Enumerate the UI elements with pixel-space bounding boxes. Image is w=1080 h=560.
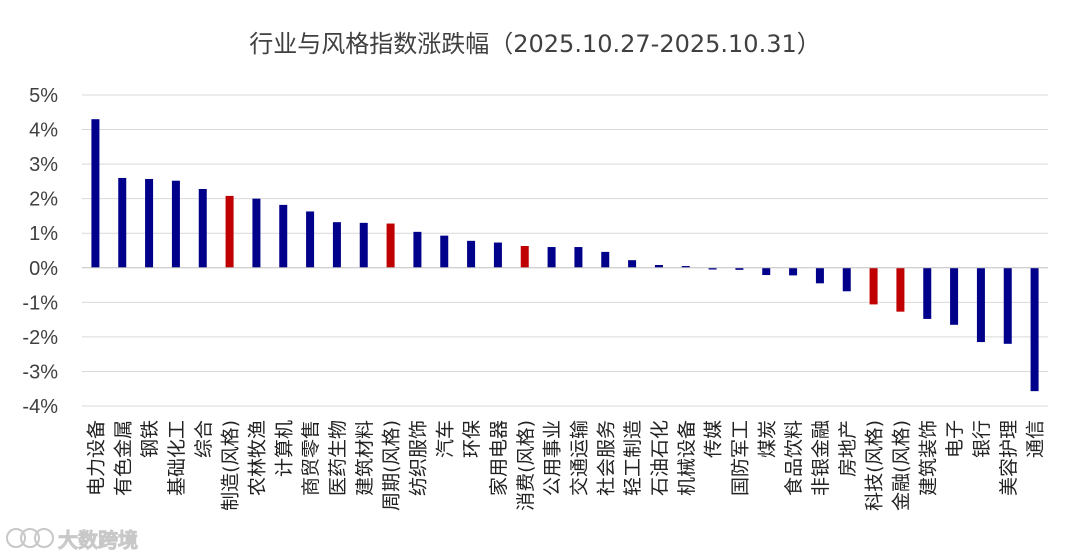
x-category-label: 轻工制造 <box>622 420 644 496</box>
x-category-label: 食品饮料 <box>783 420 805 496</box>
y-axis-tick-labels: 5% 4% 3% 2% 1% 0% -1% -2% -3% -4% <box>22 85 58 418</box>
bar-机械设备 <box>681 266 690 268</box>
bar-科技(风格) <box>869 267 878 305</box>
x-category-label: 有色金属 <box>112 420 134 496</box>
x-category-label: 汽车 <box>434 420 456 458</box>
bar-周期(风格) <box>386 223 395 268</box>
x-category-label: 金融(风格) <box>890 420 912 511</box>
watermark-text: 大数跨境 <box>58 528 138 552</box>
x-category-label: 传媒 <box>703 420 725 458</box>
bar-金融(风格) <box>896 267 905 312</box>
y-tick-label: 5% <box>29 85 58 107</box>
x-category-label: 建筑装饰 <box>917 420 939 496</box>
bar-商贸零售 <box>306 211 315 268</box>
bar-计算机 <box>279 204 288 268</box>
x-category-label: 电子 <box>944 420 966 458</box>
bar-社会服务 <box>601 251 610 268</box>
x-category-label: 环保 <box>461 420 483 458</box>
bar-有色金属 <box>118 177 127 268</box>
x-category-label: 国防军工 <box>729 420 751 496</box>
y-tick-label: 4% <box>29 120 58 142</box>
y-tick-label: 3% <box>29 154 58 176</box>
x-category-label: 社会服务 <box>595 420 617 496</box>
bar-消费(风格) <box>520 246 529 268</box>
bar-电子 <box>950 267 959 325</box>
gridlines <box>82 94 1048 407</box>
bar-环保 <box>467 240 476 268</box>
bar-银行 <box>976 267 985 343</box>
x-category-label: 基础化工 <box>166 420 188 496</box>
x-category-label: 非银金融 <box>810 420 832 496</box>
bar-国防军工 <box>735 267 744 270</box>
bar-综合 <box>198 188 207 268</box>
x-category-label: 钢铁 <box>139 420 161 458</box>
bar-公用事业 <box>547 247 556 268</box>
x-category-label: 制造(风格) <box>220 420 242 511</box>
y-tick-label: -1% <box>22 292 58 314</box>
bar-煤炭 <box>762 267 771 276</box>
bar-美容护理 <box>1003 267 1012 344</box>
x-category-label: 房地产 <box>837 420 859 477</box>
x-category-label: 交通运输 <box>568 420 590 496</box>
bar-家用电器 <box>493 242 502 268</box>
y-tick-label: -4% <box>22 396 58 418</box>
bar-食品饮料 <box>789 267 798 276</box>
x-category-label: 银行 <box>971 420 993 458</box>
x-category-label: 通信 <box>1025 420 1047 458</box>
y-tick-label: -2% <box>22 327 58 349</box>
bar-建筑材料 <box>359 222 368 268</box>
bar-建筑装饰 <box>923 267 932 319</box>
bar-交通运输 <box>574 247 583 268</box>
y-tick-label: 1% <box>29 223 58 245</box>
x-category-label: 计算机 <box>273 420 295 477</box>
bar-制造(风格) <box>225 195 234 268</box>
bar-房地产 <box>842 267 851 292</box>
x-category-label: 综合 <box>193 420 215 458</box>
x-category-label: 科技(风格) <box>864 420 886 511</box>
bar-农林牧渔 <box>252 198 261 268</box>
bar-石油石化 <box>654 265 663 268</box>
y-tick-label: 0% <box>29 258 58 280</box>
chart-title: 行业与风格指数涨跌幅（2025.10.27-2025.10.31） <box>249 30 821 58</box>
y-tick-label: -3% <box>22 361 58 383</box>
bar-非银金融 <box>815 267 824 284</box>
watermark-logo-icon <box>6 528 54 548</box>
x-category-label: 机械设备 <box>676 420 698 496</box>
x-category-label: 商贸零售 <box>300 420 322 496</box>
x-category-label: 农林牧渔 <box>246 420 268 496</box>
bar-基础化工 <box>171 180 180 268</box>
bar-钢铁 <box>145 178 154 268</box>
bar-汽车 <box>440 235 449 268</box>
x-axis-category-labels: 电力设备 有色金属 钢铁 基础化工 综合 制造(风格) 农林牧渔 计算机 商贸零售 医药生物 建筑材… <box>85 420 1046 511</box>
x-category-label: 石油石化 <box>649 420 671 496</box>
bars <box>91 119 1039 392</box>
bar-医药生物 <box>332 222 341 268</box>
x-category-label: 纺织服饰 <box>407 420 429 496</box>
bar-纺织服饰 <box>413 231 422 268</box>
x-category-label: 公用事业 <box>542 420 564 496</box>
x-category-label: 消费(风格) <box>515 420 537 511</box>
bar-轻工制造 <box>628 260 637 268</box>
watermark: 大数跨境 <box>6 528 138 552</box>
bar-传媒 <box>708 267 717 270</box>
bar-通信 <box>1030 267 1039 392</box>
x-category-label: 家用电器 <box>488 420 510 496</box>
x-category-label: 煤炭 <box>756 420 778 458</box>
x-category-label: 电力设备 <box>85 420 107 496</box>
bar-电力设备 <box>91 119 100 268</box>
x-category-label: 美容护理 <box>998 420 1020 496</box>
y-tick-label: 2% <box>29 189 58 211</box>
x-category-label: 建筑材料 <box>354 420 376 496</box>
x-category-label: 周期(风格) <box>381 420 403 511</box>
x-category-label: 医药生物 <box>327 420 349 496</box>
